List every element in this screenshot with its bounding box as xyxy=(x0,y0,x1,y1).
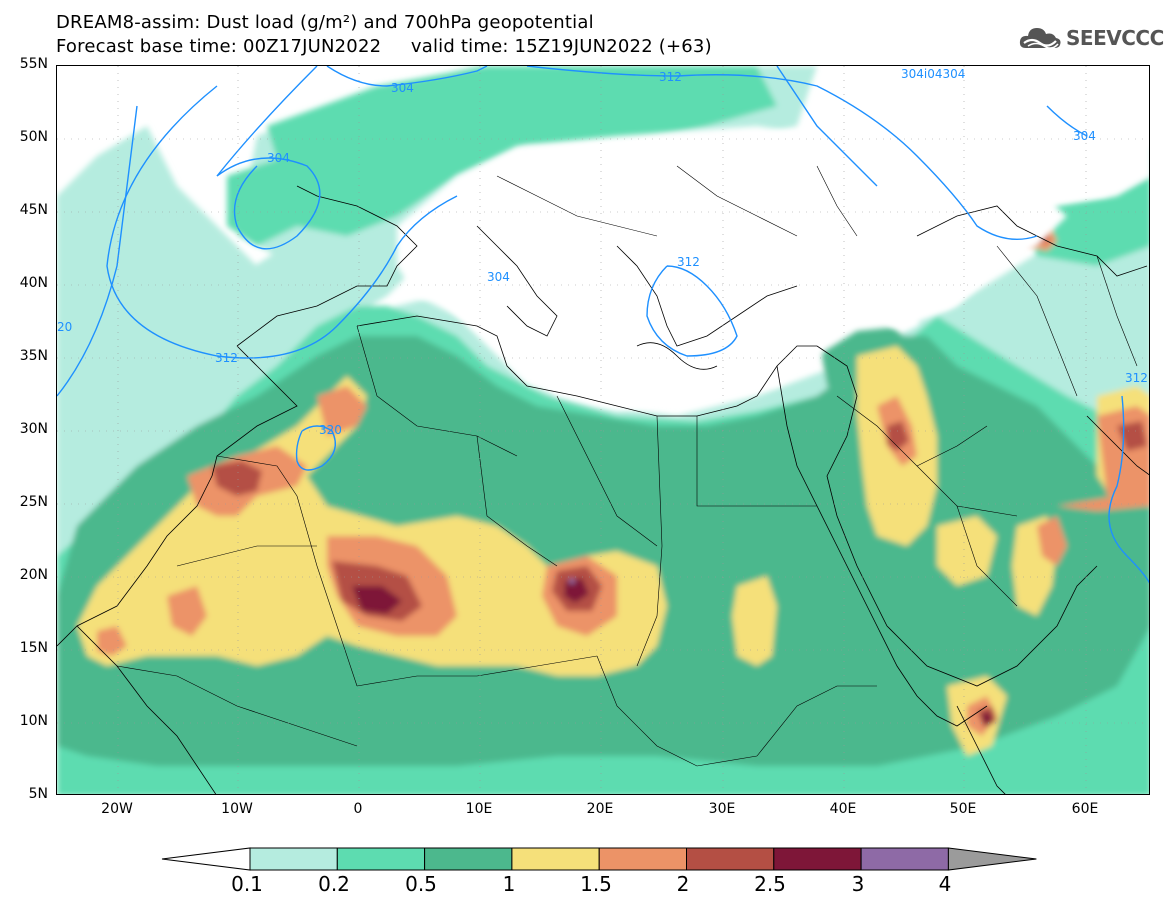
contour-label: 312 xyxy=(677,255,700,269)
lon-label: 60E xyxy=(1071,801,1099,817)
lat-label: 5N xyxy=(28,786,48,802)
colorbar-tick-label: 1 xyxy=(502,872,516,896)
logo-text: SEEVCCC xyxy=(1066,26,1164,50)
contour-label: 304 xyxy=(1073,129,1096,143)
lat-label: 15N xyxy=(19,640,48,656)
title-line-2: Forecast base time: 00Z17JUN2022 valid t… xyxy=(56,36,712,57)
colorbar-tick-label: 3 xyxy=(851,872,865,896)
contour-label: 304 xyxy=(391,81,414,95)
lon-label: 10E xyxy=(465,801,493,817)
colorbar-tick-label: 0.2 xyxy=(318,872,350,896)
contour-label: 312 xyxy=(659,70,682,84)
colorbar-tick-label: 0.1 xyxy=(231,872,263,896)
lon-label: 20E xyxy=(586,801,614,817)
colorbar-segment xyxy=(686,847,775,871)
lon-label: 10W xyxy=(221,801,253,817)
contour-label: 20 xyxy=(57,320,72,334)
colorbar-tick-label: 0.5 xyxy=(405,872,437,896)
lon-label: 50E xyxy=(949,801,977,817)
contour-label: 304 xyxy=(487,270,510,284)
colorbar-segment xyxy=(598,847,688,871)
lon-label: 0 xyxy=(353,801,363,817)
contour-label: 320 xyxy=(319,423,342,437)
contour-label: 304i04304 xyxy=(901,67,965,81)
lat-label: 55N xyxy=(19,56,48,72)
cloud-icon xyxy=(1019,28,1061,49)
colorbar-segment xyxy=(511,847,600,871)
colorbar-segment-below xyxy=(161,847,251,871)
lat-label: 20N xyxy=(19,567,48,583)
lon-label: 40E xyxy=(829,801,857,817)
contour-label: 304 xyxy=(267,151,290,165)
colorbar-tick-label: 2.5 xyxy=(754,872,786,896)
europe-clear-area xyxy=(397,126,1149,411)
lon-label: 20W xyxy=(101,801,133,817)
dust-level-2-5 xyxy=(352,578,992,725)
country-borders xyxy=(116,165,1138,767)
lat-label: 50N xyxy=(19,129,48,145)
lat-label: 40N xyxy=(19,275,48,291)
lat-label: 30N xyxy=(19,421,48,437)
lat-label: 10N xyxy=(19,713,48,729)
colorbar-segment xyxy=(773,847,862,871)
contour-label: 312 xyxy=(215,351,238,365)
colorbar-tick-label: 1.5 xyxy=(580,872,612,896)
title-line-1: DREAM8-assim: Dust load (g/m²) and 700hP… xyxy=(56,12,594,33)
contour-labels: 304 304 312 304i04304 304 304 312 320 31… xyxy=(57,67,1148,437)
dust-load-map: 304 304 312 304i04304 304 304 312 320 31… xyxy=(56,65,1150,795)
colorbar-segment xyxy=(424,847,513,871)
lat-label: 35N xyxy=(19,348,48,364)
dust-fields xyxy=(57,66,1149,794)
colorbar-segment xyxy=(336,847,426,871)
colorbar-segment xyxy=(249,847,338,871)
colorbar-tick-label: 4 xyxy=(938,872,952,896)
contour-label: 312 xyxy=(1125,371,1148,385)
colorbar xyxy=(161,847,1037,871)
lat-label: 25N xyxy=(19,494,48,510)
lon-label: 30E xyxy=(708,801,736,817)
grid-dots xyxy=(57,66,1149,794)
geopotential-contours xyxy=(57,66,1149,584)
colorbar-tick-label: 2 xyxy=(676,872,690,896)
dust-level-3 xyxy=(569,578,575,584)
coastlines xyxy=(57,185,1149,794)
colorbar-segment xyxy=(860,847,949,871)
lat-label: 45N xyxy=(19,202,48,218)
colorbar-segment-above xyxy=(947,847,1037,871)
seevccc-logo: SEEVCCC xyxy=(1018,24,1164,52)
